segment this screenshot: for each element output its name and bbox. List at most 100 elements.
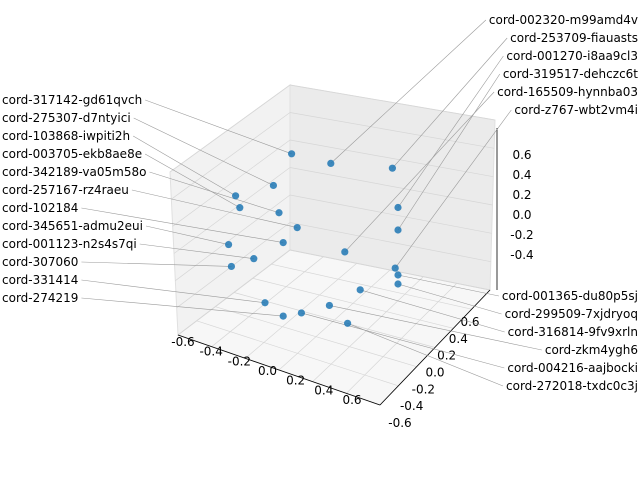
point-label: cord-272018-txdc0c3j <box>506 379 638 393</box>
z-tick-label: 0.0 <box>512 208 531 222</box>
point-label: cord-003705-ekb8ae8e <box>2 147 142 161</box>
label-leader-lines <box>81 19 542 387</box>
label-leader-line <box>81 297 284 317</box>
point-label: cord-275307-d7ntyici <box>2 111 131 125</box>
point-label: cord-307060 <box>2 255 78 269</box>
point-label: cord-299509-7xjdryoq <box>505 307 638 321</box>
z-tick-label: -0.2 <box>510 228 533 242</box>
axis-lines <box>177 128 498 406</box>
point-label: cord-331414 <box>2 273 78 287</box>
data-point <box>344 319 352 327</box>
y-tick-label: 0.4 <box>449 332 468 346</box>
data-point <box>356 286 364 294</box>
x-tick-label: 0.6 <box>342 393 361 407</box>
label-leader-line <box>145 225 229 245</box>
data-point <box>269 181 277 190</box>
label-leader-line <box>397 73 501 231</box>
point-label: cord-z767-wbt2vm4i <box>514 103 638 117</box>
label-leader-line <box>81 207 284 243</box>
data-point <box>236 204 244 212</box>
y-tick-label: 0.0 <box>425 366 444 380</box>
data-point <box>394 280 402 288</box>
data-point <box>391 264 399 272</box>
grid-line <box>289 194 492 234</box>
label-leader-line <box>397 283 502 315</box>
point-label: cord-004216-aajbocki <box>507 361 638 375</box>
grid-line <box>171 112 291 200</box>
label-leader-line <box>397 274 499 297</box>
label-leader-line <box>139 243 254 259</box>
point-label: cord-319517-dehczc6t <box>503 67 638 81</box>
grid-line <box>271 263 472 310</box>
label-leader-line <box>344 91 495 253</box>
label-leader-line <box>392 37 508 169</box>
label-leader-line <box>330 19 487 164</box>
data-point <box>288 150 296 158</box>
data-point <box>232 192 240 200</box>
label-leader-line <box>145 99 292 155</box>
point-label: cord-257167-rz4raeu <box>2 183 129 197</box>
grid-line <box>175 194 291 281</box>
point-label: cord-002320-m99amd4v <box>489 13 638 27</box>
grid-line <box>289 112 495 149</box>
grid-line <box>172 139 291 227</box>
point-label: cord-001270-i8aa9cl3 <box>506 49 638 63</box>
label-leader-line <box>144 153 240 208</box>
label-leader-line <box>81 261 232 267</box>
data-point <box>227 262 235 271</box>
label-leader-line <box>81 279 266 304</box>
data-point <box>394 203 402 212</box>
grid-line <box>289 222 491 263</box>
y-tick-label: -0.6 <box>388 416 411 430</box>
data-point <box>325 301 333 310</box>
data-points <box>225 150 402 327</box>
grid-line <box>173 167 291 254</box>
grid-line <box>289 249 491 291</box>
label-leader-line <box>301 312 505 369</box>
data-point <box>275 209 283 217</box>
grid-line <box>289 84 496 121</box>
x-tick-label: 0.2 <box>286 374 305 388</box>
data-point <box>250 255 258 263</box>
x-tick-label: -0.6 <box>171 335 194 349</box>
z-tick-label: -0.4 <box>510 248 533 262</box>
data-point <box>261 299 269 307</box>
point-label: cord-001365-du80p5sj <box>502 289 638 303</box>
data-point <box>327 159 335 167</box>
y-tick-label: -0.4 <box>400 399 423 413</box>
point-label: cord-zkm4ygh6 <box>545 343 638 357</box>
data-point <box>394 271 402 279</box>
x-tick-label: 0.4 <box>314 383 333 397</box>
label-leader-line <box>329 305 542 351</box>
label-leader-line <box>397 55 504 208</box>
point-labels: cord-317142-gd61qvch cord-275307-d7ntyici… <box>2 13 638 393</box>
label-leader-line <box>149 171 280 214</box>
grid-lines <box>169 84 496 406</box>
label-leader-line <box>347 323 504 387</box>
point-label: cord-316814-9fv9xrln <box>508 325 638 339</box>
point-label: cord-345651-admu2eui <box>2 219 143 233</box>
grid-line <box>289 167 493 206</box>
point-label: cord-001123-n2s4s7qi <box>2 237 137 251</box>
label-leader-line <box>132 135 236 197</box>
point-label: cord-102184 <box>2 201 78 215</box>
data-point <box>394 226 402 234</box>
grid-line <box>169 84 291 173</box>
grid-line <box>177 249 291 336</box>
point-label: cord-103868-iwpiti2h <box>2 129 130 143</box>
point-label: cord-342189-va05m58o <box>2 165 146 179</box>
data-point <box>297 309 305 317</box>
point-label: cord-165509-hynnba03 <box>497 85 638 99</box>
data-point <box>279 312 287 320</box>
z-tick-label: 0.6 <box>512 148 531 162</box>
x-axis-line <box>177 334 381 406</box>
label-leader-line <box>394 109 512 269</box>
z-tick-label: 0.4 <box>512 168 531 182</box>
grid-line <box>289 139 494 178</box>
data-point <box>388 164 396 172</box>
label-leader-line <box>131 189 298 228</box>
point-label: cord-274219 <box>2 291 78 305</box>
data-point <box>293 224 301 232</box>
y-tick-label: 0.2 <box>437 349 456 363</box>
